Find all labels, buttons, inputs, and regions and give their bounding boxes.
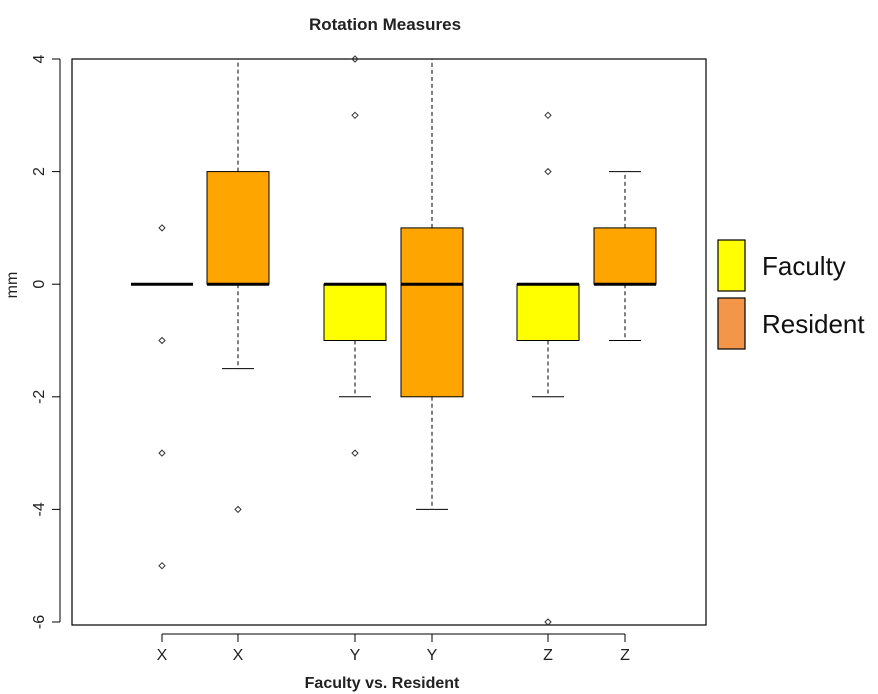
box-iqr xyxy=(323,283,387,342)
outlier-point xyxy=(544,111,552,120)
box-z-faculty xyxy=(516,111,580,626)
outlier-point xyxy=(351,449,359,457)
outlier-point xyxy=(544,167,552,176)
legend: Faculty Resident xyxy=(717,239,865,350)
outlier-point xyxy=(158,449,166,457)
plot-frame xyxy=(71,58,707,626)
legend-label: Resident xyxy=(762,309,865,339)
x-tick-label: Z xyxy=(543,647,553,664)
legend-swatch xyxy=(717,239,746,292)
y-tick-label: 2 xyxy=(31,167,48,176)
y-tick-label: -2 xyxy=(31,390,48,404)
y-axis: -6 -4 -2 0 2 4 xyxy=(31,54,61,629)
box-iqr xyxy=(400,227,464,398)
outlier-point xyxy=(351,111,359,120)
box-y-faculty xyxy=(323,55,387,457)
chart-title: Rotation Measures xyxy=(309,15,461,34)
x-tick-label: Y xyxy=(427,647,438,664)
x-tick-label: Y xyxy=(350,647,361,664)
legend-swatch xyxy=(717,297,746,350)
y-tick-label: 0 xyxy=(31,280,48,289)
box-iqr xyxy=(206,171,270,285)
outlier-point xyxy=(544,618,552,626)
outlier-point xyxy=(351,55,359,63)
box-iqr xyxy=(593,227,657,285)
outlier-point xyxy=(158,561,166,570)
x-tick-label: X xyxy=(233,647,244,664)
outlier-point xyxy=(158,224,166,232)
y-tick-label: 4 xyxy=(31,54,48,63)
legend-label: Faculty xyxy=(762,251,846,281)
box-x-resident xyxy=(206,58,270,514)
outlier-point xyxy=(234,505,242,514)
box-iqr xyxy=(516,283,580,342)
x-tick-label: Z xyxy=(620,647,630,664)
y-tick-label: -4 xyxy=(31,502,48,516)
box-y-resident xyxy=(400,58,464,510)
box-x-faculty xyxy=(131,224,193,570)
outlier-point xyxy=(158,336,166,345)
y-axis-label: mm xyxy=(4,272,21,299)
boxes-group xyxy=(131,55,657,626)
y-tick-label: -6 xyxy=(31,615,48,629)
box-z-resident xyxy=(593,171,657,341)
x-axis-label: Faculty vs. Resident xyxy=(305,675,460,692)
x-tick-label: X xyxy=(157,647,168,664)
